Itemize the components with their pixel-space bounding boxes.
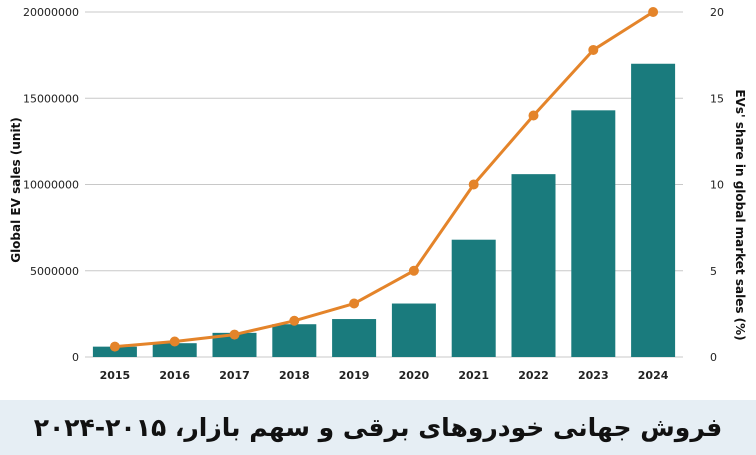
x-tick-label: 2020 [399, 369, 430, 382]
bar [391, 303, 436, 357]
x-tick-label: 2023 [578, 369, 609, 382]
y2-tick-label: 10 [710, 179, 724, 192]
share-point [229, 329, 240, 340]
bar [92, 346, 137, 357]
x-tick-label: 2017 [219, 369, 250, 382]
y2-tick-label: 20 [710, 6, 724, 19]
share-point [289, 315, 300, 326]
y2-axis-title: EVs' share in global market sales (%) [733, 89, 747, 340]
x-tick-label: 2019 [339, 369, 370, 382]
bar [511, 174, 556, 357]
chart-area: 0 5000000 10000000 15000000 20000000 0 5 10 15 20… [9, 6, 747, 382]
share-point [109, 341, 120, 352]
share-line [114, 10, 654, 349]
bar [451, 239, 496, 357]
y2-tick-label: 0 [710, 351, 717, 364]
share-point [408, 265, 419, 276]
bar [272, 324, 317, 357]
bar [332, 319, 377, 357]
tick-labels: 0 5000000 10000000 15000000 20000000 0 5 10 15 20… [23, 6, 724, 382]
y-tick-label: 0 [72, 351, 79, 364]
share-line-series [109, 7, 659, 352]
share-point [528, 110, 539, 121]
share-point [648, 7, 659, 17]
x-tick-label: 2024 [638, 369, 669, 382]
y2-tick-label: 5 [710, 265, 717, 278]
y-axis-title: Global EV sales (unit) [9, 117, 23, 263]
share-point [588, 44, 599, 55]
y2-tick-label: 15 [710, 92, 724, 105]
y-tick-label: 15000000 [23, 92, 79, 105]
bar [571, 110, 616, 357]
share-point [169, 336, 180, 347]
x-tick-label: 2021 [458, 369, 489, 382]
chart-caption: فروش جهانی خودروهای برقی و سهم بازار، ۲۰… [33, 413, 723, 442]
y-tick-label: 5000000 [30, 265, 79, 278]
y-tick-label: 10000000 [23, 179, 79, 192]
share-point [468, 179, 479, 190]
bar [152, 343, 197, 357]
x-tick-label: 2016 [159, 369, 190, 382]
x-tick-label: 2018 [279, 369, 310, 382]
bar [631, 63, 676, 357]
x-tick-label: 2022 [518, 369, 549, 382]
bar-series [92, 63, 676, 357]
share-point [349, 298, 360, 309]
chart-svg: 0 5000000 10000000 15000000 20000000 0 5 10 15 20… [9, 6, 747, 382]
y-tick-label: 20000000 [23, 6, 79, 19]
caption-bar: فروش جهانی خودروهای برقی و سهم بازار، ۲۰… [0, 400, 756, 455]
x-tick-label: 2015 [100, 369, 131, 382]
